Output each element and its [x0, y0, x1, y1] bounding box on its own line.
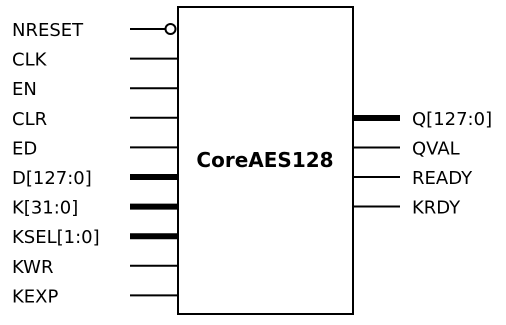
input-pin-clr: CLR [12, 109, 178, 130]
input-pin-label: KSEL[1:0] [12, 227, 100, 248]
input-pin-kexp: KEXP [12, 286, 178, 307]
output-pin-label: READY [412, 168, 473, 189]
output-pin-label: Q[127:0] [412, 109, 492, 130]
input-pin-label: EN [12, 79, 37, 100]
input-pin-label: KEXP [12, 286, 59, 307]
output-pin-label: QVAL [412, 139, 460, 160]
output-pin-label: KRDY [412, 198, 461, 219]
output-pin-qval: QVAL [353, 139, 460, 160]
inversion-bubble [164, 23, 177, 35]
output-pin-krdy: KRDY [353, 198, 461, 219]
input-pin-label: D[127:0] [12, 168, 92, 189]
input-pin-ksel-1-0: KSEL[1:0] [12, 227, 178, 248]
input-pin-label: NRESET [12, 20, 84, 41]
input-pin-nreset: NRESET [12, 20, 177, 41]
input-pin-label: CLK [12, 50, 48, 71]
input-pin-label: ED [12, 138, 37, 159]
input-pin-en: EN [12, 79, 178, 100]
core-block-title: CoreAES128 [196, 148, 333, 172]
input-pin-k-31-0: K[31:0] [12, 198, 178, 219]
input-pin-d-127-0: D[127:0] [12, 168, 178, 189]
input-pins: NRESET CLK EN CLR ED D[127:0] K[31:0] KSEL[1:0]… [12, 20, 178, 307]
input-pin-ed: ED [12, 138, 178, 159]
output-pins: Q[127:0] QVAL READY KRDY [353, 109, 492, 219]
input-pin-label: CLR [12, 109, 47, 130]
input-pin-label: K[31:0] [12, 198, 78, 219]
output-pin-q-127-0: Q[127:0] [353, 109, 492, 130]
output-pin-ready: READY [353, 168, 473, 189]
input-pin-clk: CLK [12, 50, 178, 71]
core-block [177, 6, 354, 315]
input-pin-kwr: KWR [12, 257, 178, 278]
input-pin-label: KWR [12, 257, 53, 278]
